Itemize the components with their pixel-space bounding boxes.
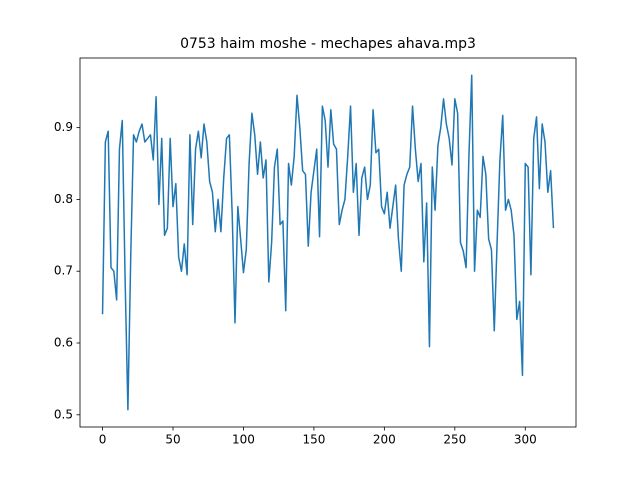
x-tick-label: 100 <box>232 433 255 447</box>
y-tick-label: 0.8 <box>54 192 73 206</box>
x-tick-label: 300 <box>514 433 537 447</box>
chart-title: 0753 haim moshe - mechapes ahava.mp3 <box>180 36 476 52</box>
y-tick-label: 0.6 <box>54 336 73 350</box>
axes-frame <box>79 57 577 428</box>
x-tick-label: 0 <box>99 433 107 447</box>
y-tick-label: 0.9 <box>54 120 73 134</box>
data-line <box>101 74 555 411</box>
y-tick-label: 0.5 <box>54 407 73 421</box>
x-tick-label: 200 <box>373 433 396 447</box>
x-tick-label: 150 <box>302 433 325 447</box>
x-tick-label: 50 <box>165 433 180 447</box>
x-tick-label: 250 <box>443 433 466 447</box>
y-tick-label: 0.7 <box>54 264 73 278</box>
